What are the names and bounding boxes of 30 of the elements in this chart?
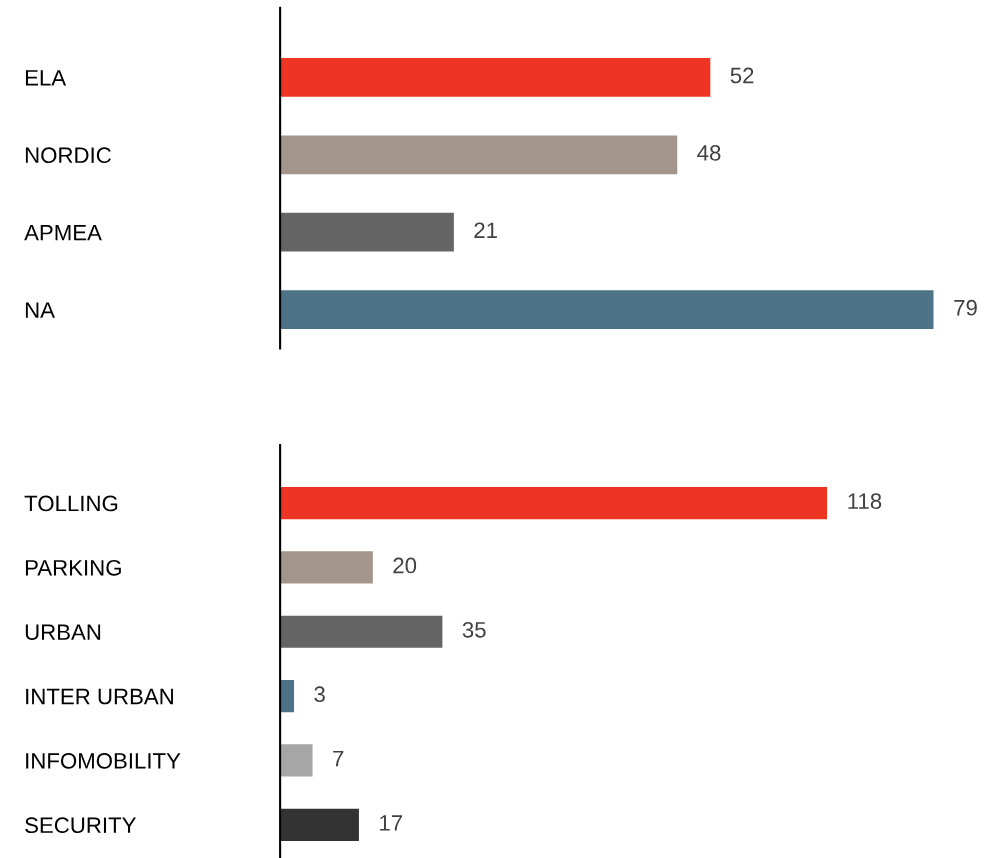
bar [280, 486, 828, 520]
data-label: 17 [380, 815, 402, 831]
bar [280, 551, 373, 584]
y-tick-label: SECURITY [25, 817, 136, 834]
bar [280, 212, 454, 252]
bar [280, 744, 313, 777]
data-label: 3 [314, 686, 325, 703]
bar [280, 615, 443, 648]
y-tick-label: NORDIC [25, 147, 111, 164]
y-tick-label: INFOMOBILITY [26, 752, 181, 769]
y-tick-label: TOLLING [24, 495, 118, 512]
y-tick-label: NA [25, 302, 55, 318]
data-label: 118 [848, 493, 882, 510]
y-tick-label: PARKING [25, 559, 121, 576]
data-label: 21 [474, 222, 497, 238]
bar [280, 808, 359, 841]
bar [280, 135, 678, 175]
data-label: 20 [393, 557, 417, 574]
data-label: 79 [954, 299, 977, 316]
bar [280, 680, 295, 713]
bar [280, 290, 934, 329]
data-label: 35 [462, 621, 486, 638]
bar [280, 58, 711, 97]
y-tick-label: APMEA [24, 224, 102, 241]
y-tick-label: URBAN [25, 624, 101, 641]
data-label: 52 [730, 67, 754, 84]
data-label: 48 [697, 145, 721, 161]
data-label: 7 [333, 750, 344, 767]
y-tick-label: ELA [25, 70, 67, 86]
y-tick-label: INTER URBAN [26, 688, 173, 705]
